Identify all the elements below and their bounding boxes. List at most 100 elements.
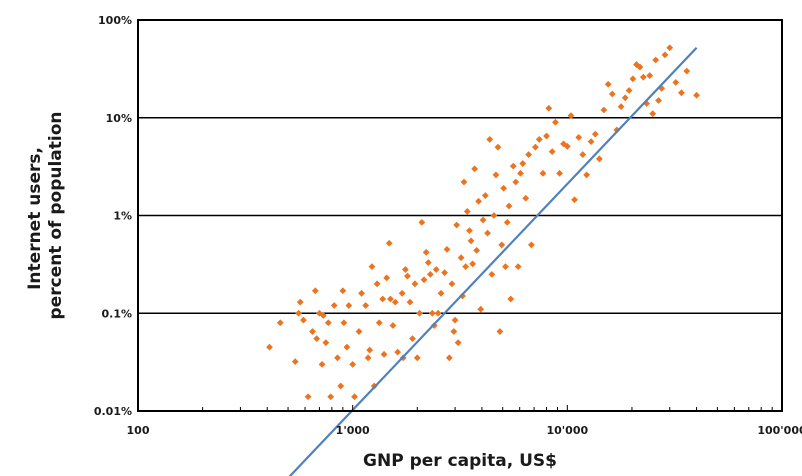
trend-line	[288, 47, 698, 476]
data-point	[496, 328, 504, 335]
data-point	[351, 393, 358, 401]
data-point	[563, 142, 571, 150]
data-point	[467, 237, 475, 245]
data-points	[266, 44, 700, 401]
data-point	[364, 354, 372, 362]
data-point	[355, 328, 363, 335]
data-point	[441, 269, 448, 277]
x-tick-label: 1'000	[336, 424, 370, 437]
data-point	[457, 254, 465, 262]
data-point	[327, 393, 335, 401]
horizontal-gridlines	[138, 117, 782, 314]
data-point	[373, 280, 381, 288]
data-point	[678, 89, 685, 97]
data-point	[608, 90, 616, 98]
data-point	[505, 202, 513, 210]
data-point	[500, 184, 508, 192]
data-point	[291, 358, 299, 366]
data-point	[621, 94, 629, 102]
data-point	[434, 309, 442, 317]
data-point	[639, 73, 647, 81]
data-point	[451, 316, 459, 324]
y-tick-label: 0.01%	[94, 405, 132, 418]
axis-tick-marks	[137, 19, 773, 412]
data-point	[552, 118, 559, 126]
data-point	[413, 354, 421, 362]
data-point	[460, 178, 468, 186]
data-point	[517, 169, 524, 177]
data-point	[514, 263, 522, 271]
data-point	[693, 91, 700, 99]
data-point	[424, 259, 432, 266]
data-point	[316, 309, 323, 317]
trend-line-group	[288, 47, 698, 476]
data-point	[422, 248, 430, 256]
data-point	[389, 322, 397, 329]
data-point	[539, 169, 547, 177]
data-point	[366, 346, 374, 354]
data-point	[486, 136, 494, 143]
data-point	[309, 328, 316, 335]
data-point	[473, 246, 481, 254]
data-point	[416, 309, 423, 317]
data-point	[459, 292, 466, 300]
data-point	[404, 272, 411, 280]
data-point	[343, 343, 351, 351]
data-point	[556, 169, 563, 177]
data-point	[509, 162, 517, 170]
data-point	[525, 151, 532, 158]
data-point	[300, 316, 307, 324]
data-point	[649, 110, 657, 118]
data-point	[330, 302, 338, 309]
y-tick-label: 100%	[98, 14, 132, 27]
data-point	[398, 289, 406, 297]
data-point	[318, 360, 326, 368]
data-point	[462, 263, 470, 271]
x-axis-title: GNP per capita, US$	[363, 451, 557, 471]
x-tick-label: 10'000	[547, 424, 589, 437]
data-point	[411, 280, 419, 288]
y-axis-title-line-2: percent of population	[46, 112, 66, 320]
data-point	[471, 165, 479, 173]
data-point	[532, 143, 539, 151]
y-tick-label: 10%	[106, 112, 132, 125]
data-point	[636, 63, 644, 71]
data-point	[432, 266, 440, 273]
data-point	[426, 270, 434, 278]
data-point	[448, 280, 456, 288]
data-point	[304, 393, 312, 401]
data-point	[409, 335, 416, 343]
y-axis-title: Internet users, percent of population	[25, 112, 66, 320]
data-point	[276, 319, 284, 327]
data-point	[443, 245, 451, 253]
data-point	[498, 241, 506, 249]
data-point	[484, 229, 491, 237]
data-point	[324, 319, 332, 327]
data-point	[385, 239, 393, 247]
data-point	[368, 263, 376, 271]
data-point	[522, 194, 530, 202]
data-point	[362, 302, 370, 309]
data-point	[358, 289, 365, 297]
data-point	[379, 295, 387, 303]
data-point	[311, 287, 319, 295]
data-point	[481, 192, 489, 199]
data-point	[613, 126, 621, 134]
data-point	[340, 319, 348, 327]
data-point	[454, 339, 462, 347]
data-point	[625, 87, 633, 94]
data-point	[394, 348, 402, 356]
data-point	[683, 67, 691, 75]
y-tick-label: 0.1%	[101, 307, 132, 320]
data-point	[345, 302, 353, 309]
data-point	[575, 133, 583, 141]
data-point	[453, 221, 461, 229]
data-point	[334, 354, 341, 362]
data-point	[375, 319, 383, 327]
data-point	[380, 350, 388, 358]
data-point	[475, 197, 482, 205]
data-point	[646, 72, 654, 79]
data-point	[477, 305, 485, 313]
data-point	[666, 44, 674, 52]
